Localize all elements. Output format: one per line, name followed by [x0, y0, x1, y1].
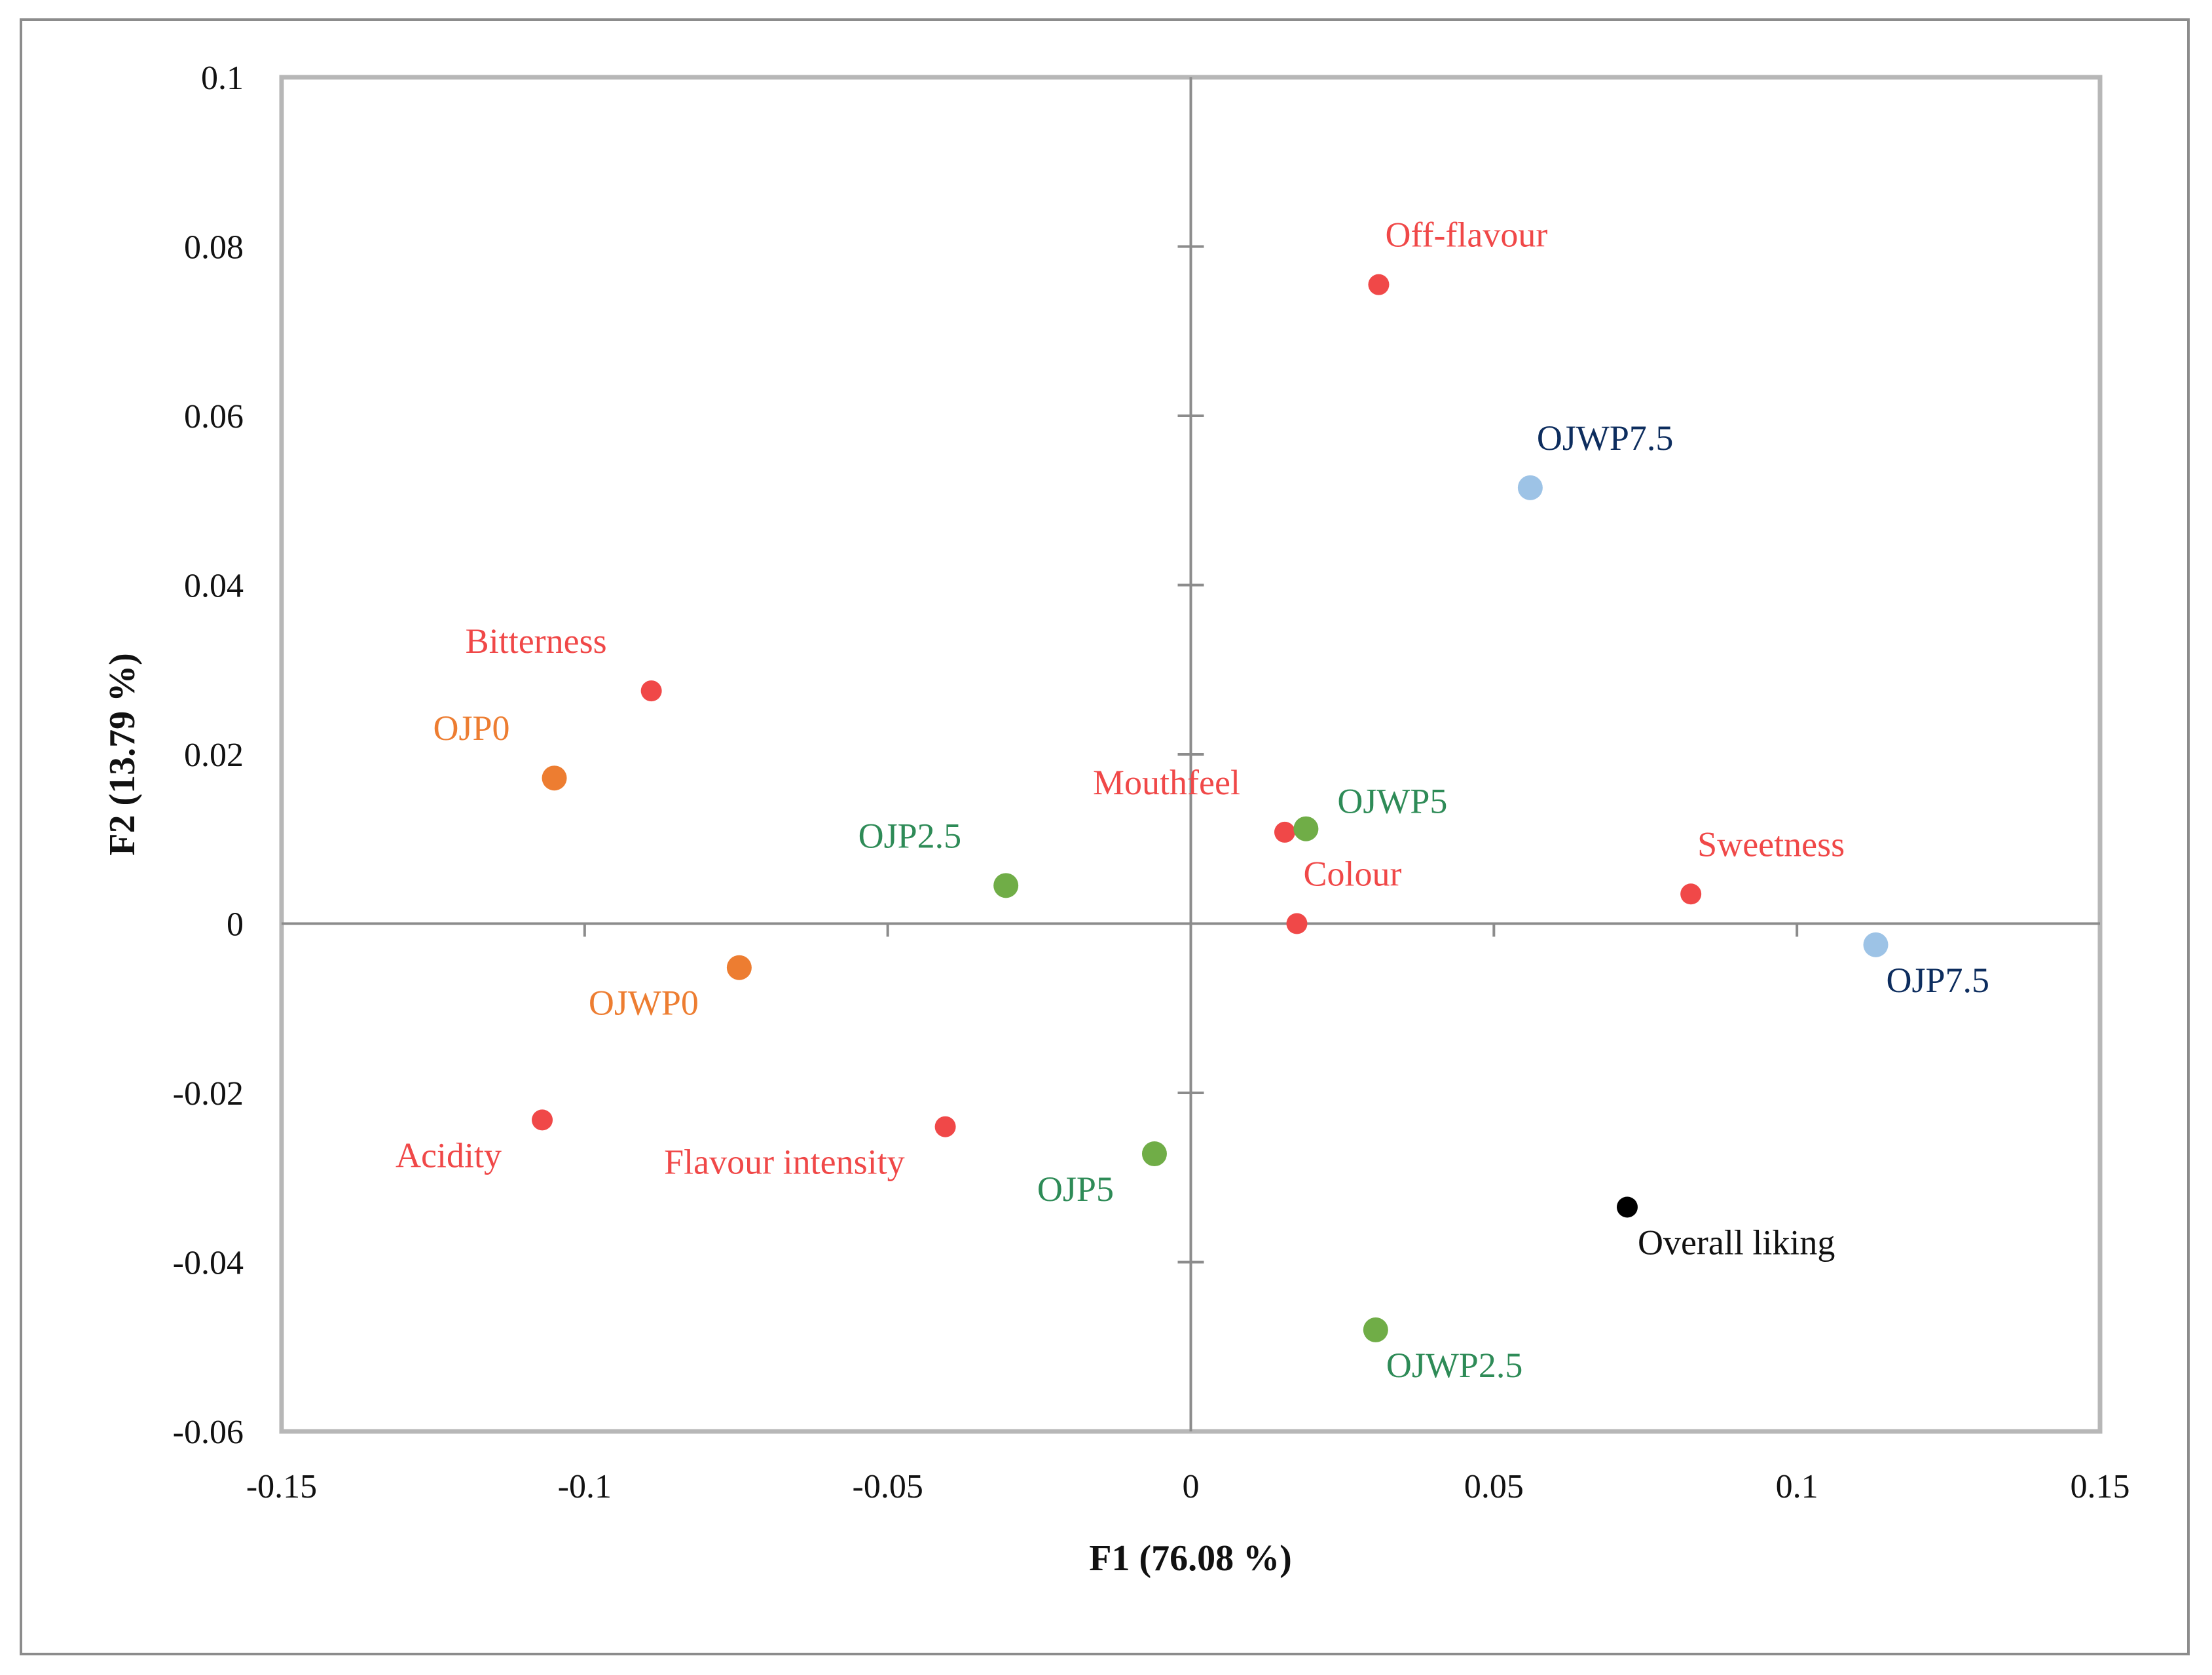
x-tick-label: 0: [1183, 1468, 1200, 1505]
y-tick-label: -0.02: [173, 1075, 244, 1113]
y-tick-label: -0.06: [173, 1414, 244, 1451]
y-tick-label: 0.06: [184, 398, 244, 435]
point-sweetness: [1680, 883, 1702, 905]
label-ojwp7-5: OJWP7.5: [1537, 418, 1674, 458]
label-mouthfeel: Mouthfeel: [1093, 763, 1240, 802]
point-ojp0: [542, 765, 567, 791]
label-bitterness: Bitterness: [466, 621, 607, 661]
label-acidity: Acidity: [396, 1135, 502, 1175]
data-points: Off-flavour Bitterness Mouthfeel Colour Swee…: [396, 215, 1989, 1385]
y-tick-label: 0: [227, 906, 244, 944]
label-ojwp0: OJWP0: [589, 984, 699, 1023]
point-ojwp5: [1293, 816, 1319, 841]
point-off-flavour: [1368, 274, 1390, 295]
y-tick-label: 0.08: [184, 229, 244, 267]
label-ojp5: OJP5: [1037, 1169, 1114, 1209]
point-ojp5: [1141, 1141, 1167, 1167]
label-ojp2-5: OJP2.5: [858, 816, 962, 855]
y-tick-label: -0.04: [173, 1245, 244, 1282]
point-colour: [1286, 913, 1308, 934]
x-axis-title: F1 (76.08 %): [1089, 1538, 1292, 1579]
label-off-flavour: Off-flavour: [1385, 215, 1547, 255]
point-ojwp2-5: [1363, 1317, 1388, 1342]
label-ojp0: OJP0: [433, 709, 510, 748]
label-flavour-intensity: Flavour intensity: [664, 1143, 904, 1182]
point-acidity: [532, 1109, 553, 1131]
point-bitterness: [640, 680, 662, 702]
label-ojp7-5: OJP7.5: [1887, 961, 1990, 1000]
point-ojp7-5: [1863, 932, 1889, 957]
x-tick-label: 0.1: [1776, 1468, 1818, 1505]
label-sweetness: Sweetness: [1697, 824, 1845, 864]
point-ojwp0: [726, 955, 752, 980]
x-tick-label: 0.05: [1464, 1468, 1524, 1505]
x-tick-label: -0.15: [246, 1468, 317, 1505]
point-ojwp7-5: [1517, 475, 1543, 500]
point-flavour-intensity: [934, 1116, 956, 1137]
y-axis-ticks: 0.1 0.08 0.06 0.04 0.02 0 -0.02 -0.04 -0.06: [173, 60, 1204, 1451]
y-tick-label: 0.02: [184, 737, 244, 774]
x-axis-ticks: -0.15 -0.1 -0.05 0 0.05 0.1 0.15: [246, 923, 2130, 1505]
label-overall-liking: Overall liking: [1638, 1223, 1835, 1262]
x-tick-label: 0.15: [2071, 1468, 2130, 1505]
point-mouthfeel: [1274, 821, 1295, 843]
outer-frame: [20, 18, 2190, 1655]
label-colour: Colour: [1303, 855, 1401, 894]
y-tick-label: 0.04: [184, 568, 244, 605]
x-tick-label: -0.1: [558, 1468, 612, 1505]
label-ojwp2-5: OJWP2.5: [1386, 1346, 1523, 1385]
point-overall-liking: [1616, 1196, 1638, 1218]
point-ojp2-5: [993, 873, 1019, 898]
label-ojwp5: OJWP5: [1337, 782, 1447, 821]
x-tick-label: -0.05: [853, 1468, 923, 1505]
y-tick-label: 0.1: [201, 60, 244, 97]
y-axis-title: F2 (13.79 %): [102, 653, 143, 856]
